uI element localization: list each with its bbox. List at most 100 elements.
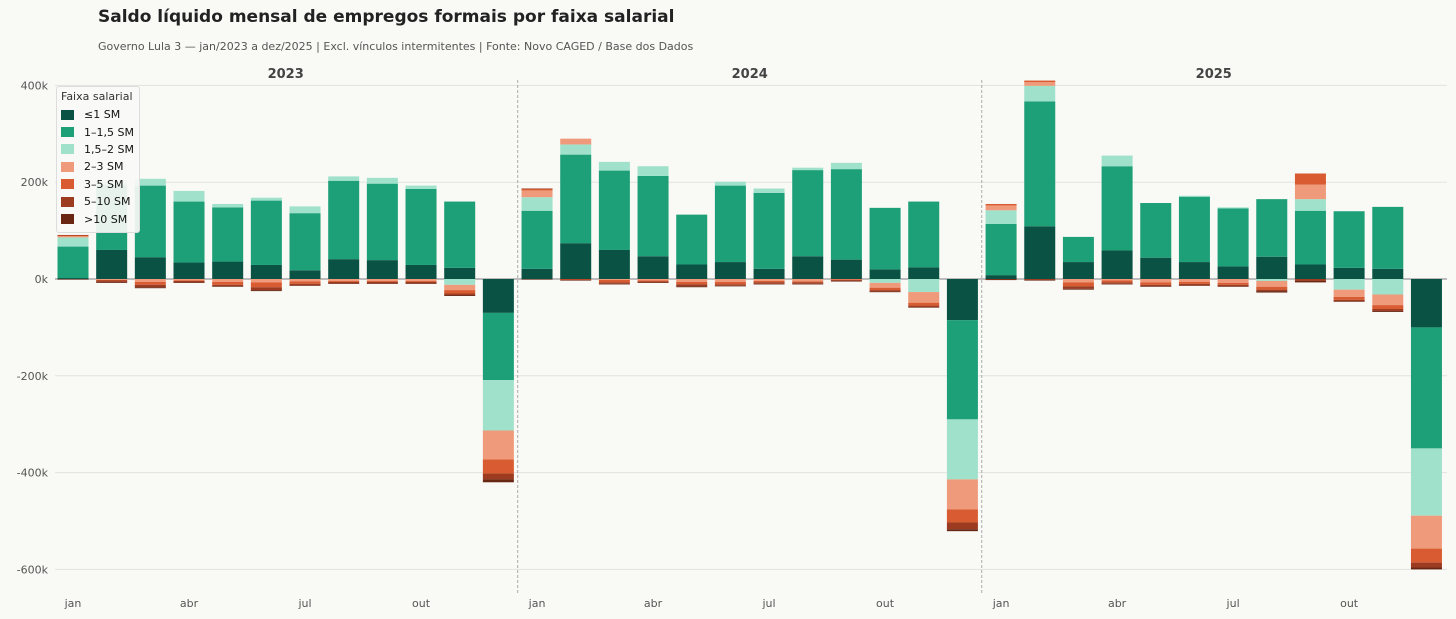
- bar-segment: [250, 197, 282, 201]
- bar-segment: [212, 284, 244, 287]
- bar-segment: [366, 177, 398, 184]
- bar-segment: [676, 284, 708, 287]
- bar-segment: [1372, 310, 1404, 312]
- bar-segment: [1294, 173, 1326, 185]
- bar-segment: [830, 162, 862, 170]
- bar-segment: [985, 203, 1017, 206]
- bar-segment: [753, 192, 785, 269]
- bar-segment: [405, 280, 437, 282]
- bar-segment: [289, 213, 321, 271]
- bar-segment: [482, 473, 514, 480]
- bar-segment: [521, 197, 553, 211]
- bar-segment: [753, 280, 785, 283]
- bar-segment: [366, 280, 398, 282]
- bar-segment: [289, 283, 321, 286]
- bar-segment: [637, 282, 669, 283]
- bar-segment: [173, 279, 205, 281]
- legend-label: 2–3 SM: [84, 160, 124, 174]
- bar-segment: [173, 190, 205, 202]
- bar-segment: [753, 283, 785, 285]
- year-label: 2025: [1196, 67, 1232, 82]
- bar-segment: [521, 210, 553, 269]
- bar-segment: [1217, 282, 1249, 285]
- bar-segment: [908, 279, 940, 293]
- bar-segment: [637, 281, 669, 283]
- bar-segment: [1062, 288, 1094, 290]
- y-tick-label: -200k: [17, 370, 49, 383]
- bar-segment: [560, 154, 592, 244]
- bar-segment: [328, 279, 360, 281]
- bar-segment: [714, 185, 746, 263]
- bar-segment: [405, 264, 437, 279]
- month-tick-label: jan: [528, 597, 546, 610]
- bar-segment: [1256, 289, 1288, 292]
- bar-segment: [830, 259, 862, 279]
- bar-segment: [57, 235, 89, 238]
- bar-segment: [482, 459, 514, 474]
- bar-segment: [1372, 279, 1404, 295]
- bar-segment: [134, 257, 166, 279]
- legend-item: 2–3 SM: [61, 158, 135, 175]
- bar-segment: [1024, 82, 1056, 86]
- bar-segment: [753, 188, 785, 193]
- bar-segment: [985, 279, 1017, 281]
- bar-segment: [482, 479, 514, 483]
- bar-segment: [1178, 262, 1210, 279]
- bar-segment: [1101, 279, 1133, 281]
- bar-segment: [1217, 207, 1249, 209]
- bar-segment: [444, 290, 476, 294]
- bar-segment: [57, 235, 89, 237]
- bar-segment: [869, 207, 901, 270]
- bar-segment: [1101, 283, 1133, 285]
- bar-segment: [212, 279, 244, 282]
- bar-segment: [444, 293, 476, 295]
- legend-title: Faixa salarial: [61, 90, 133, 103]
- bar-segment: [1256, 199, 1288, 257]
- month-tick-label: out: [876, 597, 895, 610]
- bar-segment: [482, 380, 514, 431]
- bar-segment: [985, 223, 1017, 276]
- bar-segment: [869, 291, 901, 293]
- bar-segment: [173, 262, 205, 279]
- legend-item: 1,5–2 SM: [61, 141, 135, 158]
- bar-segment: [1294, 210, 1326, 265]
- month-tick-label: abr: [644, 597, 663, 610]
- bar-segment: [598, 161, 630, 171]
- bar-segment: [676, 214, 708, 265]
- bar-segment: [792, 281, 824, 283]
- bar-segment: [869, 287, 901, 291]
- bar-segment: [173, 280, 205, 283]
- bar-segment: [134, 178, 166, 186]
- bar-segment: [1140, 279, 1172, 283]
- bar-segment: [869, 269, 901, 279]
- bar-segment: [946, 479, 978, 510]
- bar-segment: [1372, 294, 1404, 306]
- bar-segment: [212, 207, 244, 262]
- bar-segment: [250, 264, 282, 279]
- bar-segment: [96, 249, 128, 279]
- bar-segment: [830, 169, 862, 260]
- bar-segment: [1410, 327, 1442, 449]
- legend-swatch: [61, 214, 74, 225]
- bar-segment: [1333, 279, 1365, 290]
- legend-label: 1,5–2 SM: [84, 142, 134, 156]
- bar-segment: [1178, 279, 1210, 282]
- bar-segment: [405, 188, 437, 265]
- bar-segment: [444, 279, 476, 285]
- bar-segment: [57, 279, 89, 280]
- bar-segment: [1294, 199, 1326, 211]
- y-tick-label: -400k: [17, 467, 49, 480]
- bar-segment: [560, 243, 592, 279]
- legend-swatch: [61, 196, 74, 207]
- bar-segment: [366, 283, 398, 284]
- y-tick-label: 200k: [21, 176, 49, 189]
- bar-segment: [598, 249, 630, 279]
- bar-segment: [908, 267, 940, 279]
- bar-segment: [753, 282, 785, 284]
- bar-segment: [1024, 80, 1056, 83]
- bar-segment: [366, 279, 398, 281]
- bar-segment: [830, 279, 862, 281]
- bar-segment: [1140, 257, 1172, 279]
- bar-segment: [1217, 284, 1249, 287]
- bar-segment: [753, 268, 785, 279]
